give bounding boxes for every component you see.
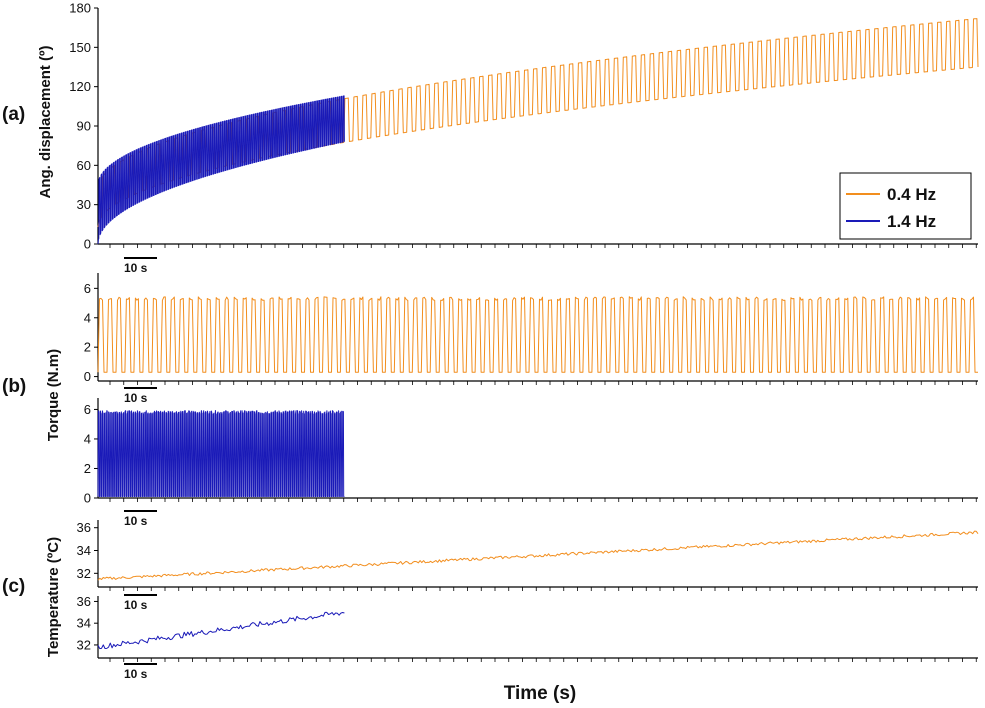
y-tick-label: 34 xyxy=(77,616,91,631)
temperature-04hz-panel: 32 34 36 10 s xyxy=(77,520,979,612)
torque-14hz-panel: 0 2 4 6 10 s xyxy=(84,398,978,528)
y-tick-label: 60 xyxy=(77,158,91,173)
temperature-14hz-panel: 32 34 36 10 s xyxy=(77,594,978,681)
scale-bar-label: 10 s xyxy=(124,598,148,612)
series-line-04hz xyxy=(97,296,978,373)
temperature-ylabel: Temperature (ºC) xyxy=(45,537,62,657)
series-line-14hz xyxy=(97,410,345,497)
y-tick-label: 4 xyxy=(84,310,91,325)
angle-panel: 0 30 60 90 120 150 180 10 s xyxy=(69,1,979,275)
series-line-14hz xyxy=(97,611,345,650)
y-tick-label: 30 xyxy=(77,197,91,212)
y-tick-label: 150 xyxy=(69,40,91,55)
y-tick-label: 36 xyxy=(77,520,91,535)
y-tick-label: 0 xyxy=(84,369,91,384)
torque-ylabel: Torque (N.m) xyxy=(45,349,62,441)
y-tick-label: 90 xyxy=(77,119,91,134)
y-tick-label: 32 xyxy=(77,566,91,581)
scale-bar-label: 10 s xyxy=(124,667,148,681)
y-tick-label: 34 xyxy=(77,543,91,558)
y-tick-label: 4 xyxy=(84,431,91,446)
panel-letter-b: (b) xyxy=(2,376,26,397)
scale-bar-label: 10 s xyxy=(124,391,148,405)
y-tick-label: 6 xyxy=(84,281,91,296)
legend-box xyxy=(839,172,972,240)
y-tick-label: 180 xyxy=(69,1,91,16)
y-tick-label: 6 xyxy=(84,402,91,417)
legend: 0.4 Hz 1.4 Hz xyxy=(839,172,972,240)
scale-bar-label: 10 s xyxy=(124,514,148,528)
legend-label-14hz: 1.4 Hz xyxy=(887,212,936,231)
torque-04hz-panel: 0 2 4 6 10 s xyxy=(84,273,978,405)
y-tick-label: 32 xyxy=(77,637,91,652)
y-tick-label: 36 xyxy=(77,594,91,609)
panel-letter-a: (a) xyxy=(2,104,25,125)
y-tick-label: 2 xyxy=(84,340,91,355)
series-line-04hz xyxy=(97,530,979,581)
y-tick-label: 2 xyxy=(84,461,91,476)
y-tick-label: 0 xyxy=(84,491,91,506)
scale-bar-label: 10 s xyxy=(124,261,148,275)
panel-letter-c: (c) xyxy=(2,576,25,597)
y-tick-label: 0 xyxy=(84,237,91,252)
y-tick-label: 120 xyxy=(69,79,91,94)
series-line-14hz xyxy=(97,95,345,245)
legend-label-04hz: 0.4 Hz xyxy=(887,185,936,204)
angle-ylabel: Ang. displacement (º) xyxy=(37,45,54,198)
x-axis-title: Time (s) xyxy=(504,683,577,704)
